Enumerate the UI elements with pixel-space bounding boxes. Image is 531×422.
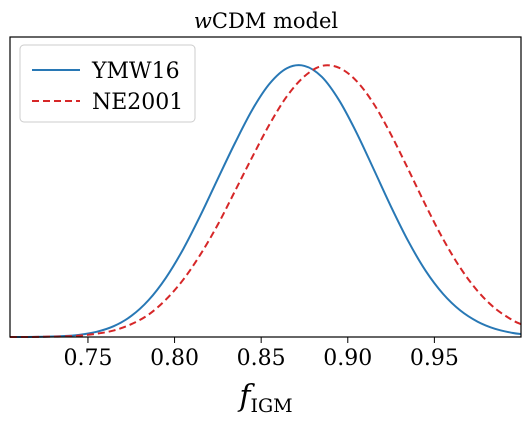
legend-label-ne2001: NE2001 bbox=[92, 90, 183, 115]
x-tick-label: 0.90 bbox=[323, 346, 372, 371]
x-tick-label: 0.85 bbox=[237, 346, 286, 371]
x-axis-label-sub: IGM bbox=[250, 395, 292, 417]
legend-label-ymw16: YMW16 bbox=[91, 59, 180, 84]
x-axis-label: fIGM bbox=[237, 379, 292, 417]
x-tick-label: 0.95 bbox=[410, 346, 459, 371]
x-axis-ticks: 0.75 0.80 0.85 0.90 0.95 bbox=[63, 337, 459, 371]
chart-title-rest: CDM model bbox=[212, 9, 339, 33]
series-line-ymw16 bbox=[9, 64, 522, 339]
plot-frame bbox=[9, 36, 522, 338]
x-tick-label: 0.75 bbox=[63, 346, 112, 371]
chart-title: wCDM model bbox=[194, 9, 338, 33]
plot-area bbox=[9, 64, 522, 339]
legend: YMW16 NE2001 bbox=[19, 44, 196, 123]
legend-box bbox=[19, 44, 196, 123]
x-tick-label: 0.80 bbox=[150, 346, 199, 371]
chart-title-italic: w bbox=[194, 9, 212, 33]
